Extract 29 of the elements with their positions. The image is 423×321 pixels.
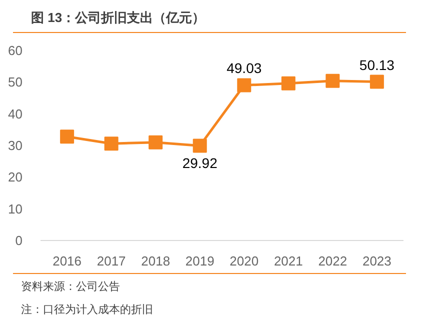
x-tick-label: 2016 [52, 254, 82, 268]
data-label: 50.13 [359, 56, 395, 73]
point [237, 78, 252, 92]
y-tick-label: 10 [8, 201, 23, 216]
y-tick-label: 20 [8, 170, 23, 185]
point [104, 136, 118, 151]
text: 资料来源：公司公告 [21, 280, 121, 295]
y-tick-label: 40 [8, 106, 23, 122]
x-tick-label: 2019 [185, 254, 214, 268]
x-tick-label: 2018 [141, 254, 170, 268]
y-tick-label: 0 [15, 233, 23, 248]
point [281, 76, 296, 90]
point [148, 135, 163, 150]
y-tick-label: 50 [8, 74, 23, 90]
x-tick-label: 2020 [230, 254, 259, 268]
chart-title: 图 13：公司折旧支出（亿元） [31, 9, 206, 27]
y-tick-label: 60 [8, 43, 23, 58]
point [192, 138, 207, 153]
x-tick-label: 2017 [96, 254, 126, 268]
point [326, 74, 340, 88]
y-tick-label: 30 [8, 138, 23, 153]
text: 注：口径为计入成本的折旧 [21, 302, 153, 318]
x-tick-label: 2023 [362, 254, 392, 268]
data-label: 29.92 [182, 154, 218, 171]
point [370, 74, 384, 89]
x-tick-label: 2021 [274, 254, 303, 268]
data-label: 49.03 [226, 60, 262, 76]
point [60, 130, 74, 144]
x-tick-label: 2022 [318, 254, 348, 268]
